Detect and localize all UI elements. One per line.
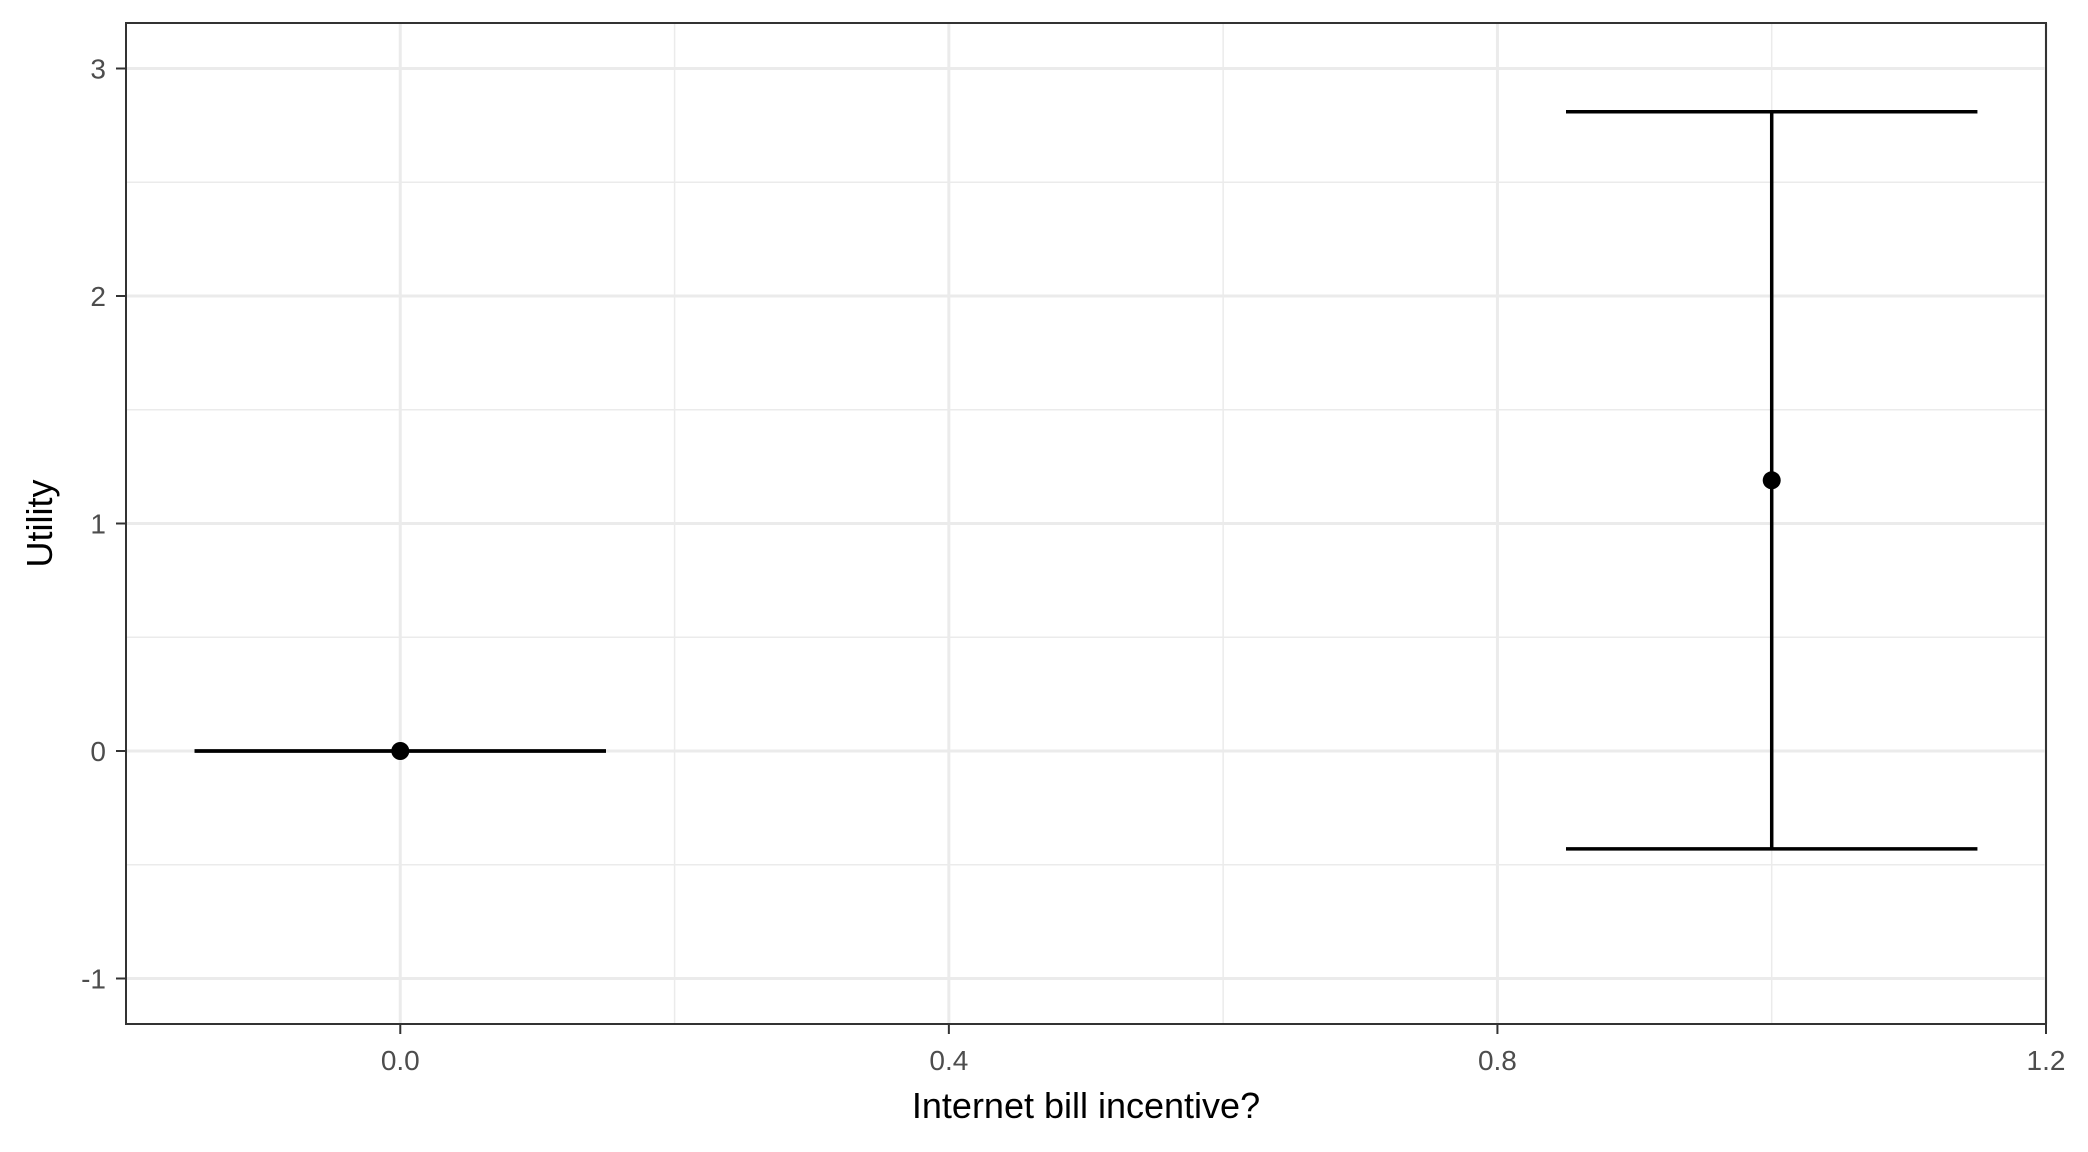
x-tick-label: 0.8 <box>1478 1045 1517 1076</box>
x-tick-label: 0.0 <box>381 1045 420 1076</box>
y-tick-label: 3 <box>90 54 106 85</box>
x-tick-labels: 0.0 0.4 0.8 1.2 <box>381 1045 2066 1076</box>
chart-marks <box>194 109 1978 851</box>
x-tick-label: 1.2 <box>2027 1045 2066 1076</box>
y-axis-title: Utility <box>19 480 60 568</box>
data-point <box>1762 471 1781 490</box>
grid-major <box>126 23 2048 1024</box>
y-tick-label: 1 <box>90 509 106 540</box>
y-tick-label: -1 <box>81 964 106 995</box>
x-axis-title: Internet bill incentive? <box>912 1085 1260 1126</box>
y-tick-labels: -1 0 1 2 3 <box>81 54 106 995</box>
data-point <box>391 742 410 760</box>
y-tick-label: 2 <box>90 281 106 312</box>
axis-ticks <box>116 67 2047 1034</box>
y-tick-label: 0 <box>90 736 106 767</box>
x-tick-label: 0.4 <box>929 1045 968 1076</box>
